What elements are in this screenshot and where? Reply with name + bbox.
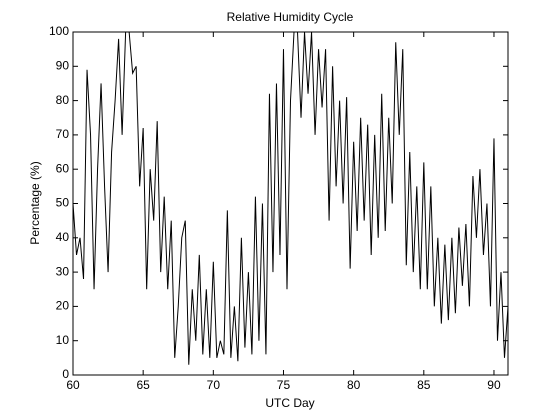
y-tick-label: 60 (56, 161, 70, 175)
y-tick-label: 30 (56, 264, 70, 278)
plot-area (72, 31, 509, 376)
y-tick-label: 10 (56, 333, 70, 347)
y-tick-label: 90 (56, 58, 70, 72)
x-tick-label: 65 (136, 378, 150, 392)
y-tick-label: 40 (56, 230, 70, 244)
x-tick-label: 85 (417, 378, 431, 392)
y-tick-label: 20 (56, 299, 70, 313)
x-tick-label: 90 (487, 378, 501, 392)
y-tick-label: 100 (49, 24, 69, 38)
x-axis-label: UTC Day (265, 396, 314, 410)
x-tick-label: 80 (347, 378, 361, 392)
x-tick-label: 60 (66, 378, 80, 392)
x-tick-label: 75 (277, 378, 291, 392)
y-tick-label: 50 (56, 196, 70, 210)
y-axis-label: Percentage (%) (28, 161, 42, 244)
y-tick-label: 70 (56, 127, 70, 141)
chart-title: Relative Humidity Cycle (227, 10, 354, 24)
data-line (72, 31, 509, 365)
y-tick-label: 0 (62, 367, 69, 381)
y-tick-label: 80 (56, 93, 70, 107)
x-tick-label: 70 (207, 378, 221, 392)
